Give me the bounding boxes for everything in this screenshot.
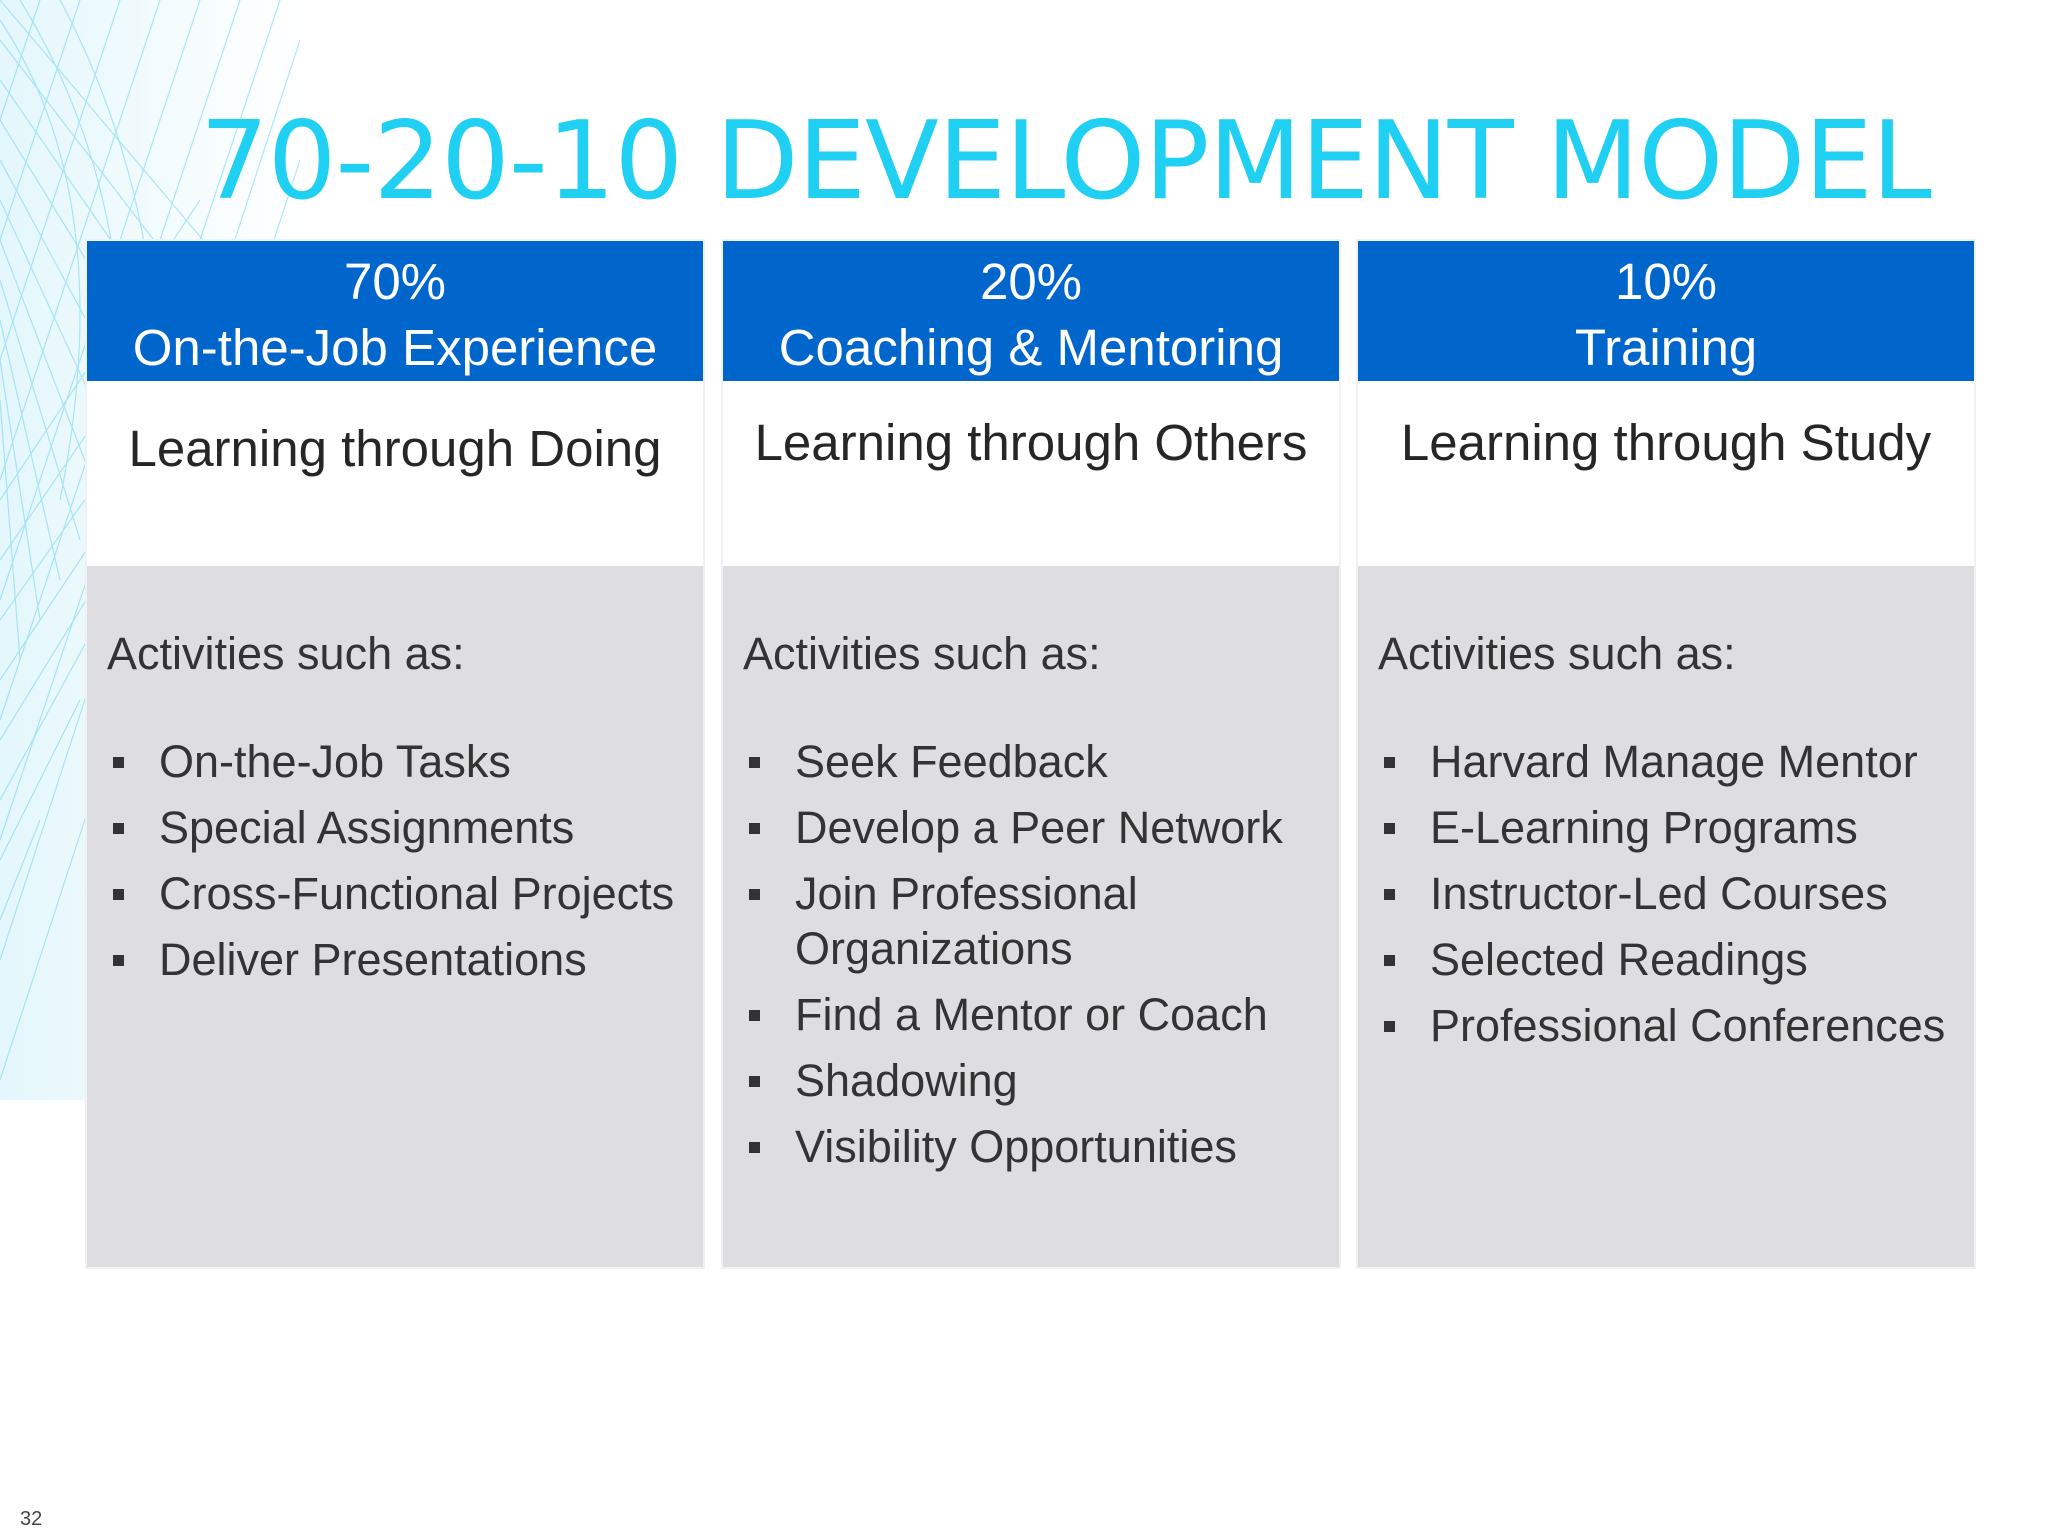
square-bullet-icon [113,955,124,966]
column-subtitle: Learning through Study [1358,381,1974,566]
column-header: 20% Coaching & Mentoring [723,241,1339,381]
square-bullet-icon [749,1142,760,1153]
column-header: 10% Training [1358,241,1974,381]
square-bullet-icon [113,889,124,900]
column-percent: 70% [343,253,447,310]
column-subtitle: Learning through Others [723,381,1339,566]
list-item: Visibility Opportunities [743,1119,1319,1174]
list-item: Deliver Presentations [107,932,683,987]
column-heading: Training [1574,319,1758,376]
square-bullet-icon [113,757,124,768]
square-bullet-icon [1384,757,1395,768]
square-bullet-icon [1384,955,1395,966]
square-bullet-icon [1384,889,1395,900]
activities-label: Activities such as: [743,628,1101,679]
square-bullet-icon [1384,1021,1395,1032]
column-on-the-job: 70% On-the-Job Experience Learning throu… [87,241,703,1267]
square-bullet-icon [1384,823,1395,834]
list-item: Join Professional Organizations [743,866,1265,976]
list-item: Selected Readings [1378,932,1954,987]
column-heading: On-the-Job Experience [132,319,658,376]
slide-title: 70-20-10 DEVELOPMENT MODEL [200,99,1932,224]
activity-list: Harvard Manage Mentor E-Learning Program… [1378,734,1954,1053]
column-body: Activities such as: Seek Feedback Develo… [723,566,1339,1267]
square-bullet-icon [749,823,760,834]
square-bullet-icon [113,823,124,834]
column-header: 70% On-the-Job Experience [87,241,703,381]
list-item: Instructor-Led Courses [1378,866,1954,921]
list-item: Shadowing [743,1053,1319,1108]
column-heading: Coaching & Mentoring [778,319,1284,376]
list-item: Seek Feedback [743,734,1319,789]
page-number: 32 [20,1508,43,1530]
square-bullet-icon [749,889,760,900]
column-percent: 20% [979,253,1083,310]
column-percent: 10% [1614,253,1718,310]
list-item: Professional Conferences [1378,998,1954,1053]
square-bullet-icon [749,1076,760,1087]
square-bullet-icon [749,757,760,768]
list-item: Special Assignments [107,800,683,855]
activity-list: On-the-Job Tasks Special Assignments Cro… [107,734,683,987]
column-body: Activities such as: Harvard Manage Mento… [1358,566,1974,1267]
list-item: On-the-Job Tasks [107,734,683,789]
column-coaching-mentoring: 20% Coaching & Mentoring Learning throug… [723,241,1339,1267]
column-body: Activities such as: On-the-Job Tasks Spe… [87,566,703,1267]
list-item: E-Learning Programs [1378,800,1954,855]
activities-label: Activities such as: [1378,628,1736,679]
list-item: Cross-Functional Projects [107,866,683,921]
square-bullet-icon [749,1010,760,1021]
activities-label: Activities such as: [107,628,465,679]
activity-list: Seek Feedback Develop a Peer Network Joi… [743,734,1319,1174]
list-item: Develop a Peer Network [743,800,1319,855]
list-item: Harvard Manage Mentor [1378,734,1954,789]
column-subtitle: Learning through Doing [87,381,703,566]
list-item: Find a Mentor or Coach [743,987,1319,1042]
column-training: 10% Training Learning through Study Acti… [1358,241,1974,1267]
